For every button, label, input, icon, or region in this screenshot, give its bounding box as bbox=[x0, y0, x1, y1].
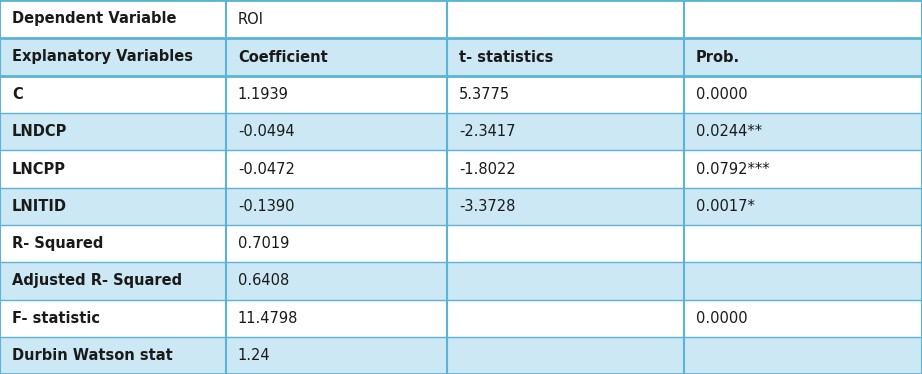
Bar bbox=[226, 188, 447, 225]
Bar bbox=[0, 188, 226, 225]
Text: -0.1390: -0.1390 bbox=[238, 199, 294, 214]
Bar bbox=[684, 38, 922, 76]
Bar bbox=[684, 262, 922, 300]
Text: t- statistics: t- statistics bbox=[459, 49, 553, 64]
Bar bbox=[447, 262, 684, 300]
Text: R- Squared: R- Squared bbox=[12, 236, 103, 251]
Text: 11.4798: 11.4798 bbox=[238, 311, 298, 326]
Text: -3.3728: -3.3728 bbox=[459, 199, 515, 214]
Bar bbox=[226, 0, 447, 38]
Bar bbox=[0, 38, 226, 76]
Text: 0.0000: 0.0000 bbox=[696, 311, 748, 326]
Text: -1.8022: -1.8022 bbox=[459, 162, 516, 177]
Bar bbox=[447, 113, 684, 150]
Text: 0.0017*: 0.0017* bbox=[696, 199, 755, 214]
Bar bbox=[0, 113, 226, 150]
Bar bbox=[447, 225, 684, 262]
Text: 1.1939: 1.1939 bbox=[238, 87, 289, 102]
Bar bbox=[226, 337, 447, 374]
Bar bbox=[0, 76, 226, 113]
Bar bbox=[0, 337, 226, 374]
Text: 0.7019: 0.7019 bbox=[238, 236, 290, 251]
Text: Adjusted R- Squared: Adjusted R- Squared bbox=[12, 273, 183, 288]
Bar bbox=[447, 188, 684, 225]
Bar bbox=[226, 38, 447, 76]
Text: -0.0472: -0.0472 bbox=[238, 162, 295, 177]
Bar bbox=[226, 150, 447, 188]
Text: LNDCP: LNDCP bbox=[12, 125, 67, 140]
Bar bbox=[0, 150, 226, 188]
Text: 0.0792***: 0.0792*** bbox=[696, 162, 770, 177]
Bar bbox=[684, 337, 922, 374]
Bar bbox=[447, 150, 684, 188]
Bar bbox=[447, 337, 684, 374]
Bar bbox=[684, 300, 922, 337]
Text: Durbin Watson stat: Durbin Watson stat bbox=[12, 348, 172, 363]
Bar bbox=[226, 76, 447, 113]
Text: LNCPP: LNCPP bbox=[12, 162, 66, 177]
Bar bbox=[226, 113, 447, 150]
Bar bbox=[226, 300, 447, 337]
Text: Coefficient: Coefficient bbox=[238, 49, 327, 64]
Text: -2.3417: -2.3417 bbox=[459, 125, 515, 140]
Bar bbox=[226, 225, 447, 262]
Bar bbox=[0, 0, 226, 38]
Text: Prob.: Prob. bbox=[696, 49, 740, 64]
Bar bbox=[684, 0, 922, 38]
Text: 0.0244**: 0.0244** bbox=[696, 125, 762, 140]
Bar bbox=[684, 188, 922, 225]
Bar bbox=[0, 225, 226, 262]
Text: 1.24: 1.24 bbox=[238, 348, 270, 363]
Text: Dependent Variable: Dependent Variable bbox=[12, 12, 176, 27]
Bar bbox=[0, 300, 226, 337]
Text: -0.0494: -0.0494 bbox=[238, 125, 294, 140]
Bar bbox=[447, 76, 684, 113]
Text: 0.6408: 0.6408 bbox=[238, 273, 290, 288]
Bar bbox=[684, 113, 922, 150]
Text: 0.0000: 0.0000 bbox=[696, 87, 748, 102]
Text: C: C bbox=[12, 87, 23, 102]
Text: Explanatory Variables: Explanatory Variables bbox=[12, 49, 193, 64]
Bar bbox=[684, 150, 922, 188]
Bar bbox=[447, 0, 684, 38]
Bar bbox=[0, 262, 226, 300]
Bar bbox=[447, 300, 684, 337]
Text: LNITID: LNITID bbox=[12, 199, 67, 214]
Bar bbox=[684, 225, 922, 262]
Text: F- statistic: F- statistic bbox=[12, 311, 100, 326]
Text: ROI: ROI bbox=[238, 12, 264, 27]
Bar bbox=[226, 262, 447, 300]
Bar bbox=[684, 76, 922, 113]
Text: 5.3775: 5.3775 bbox=[459, 87, 510, 102]
Bar bbox=[447, 38, 684, 76]
